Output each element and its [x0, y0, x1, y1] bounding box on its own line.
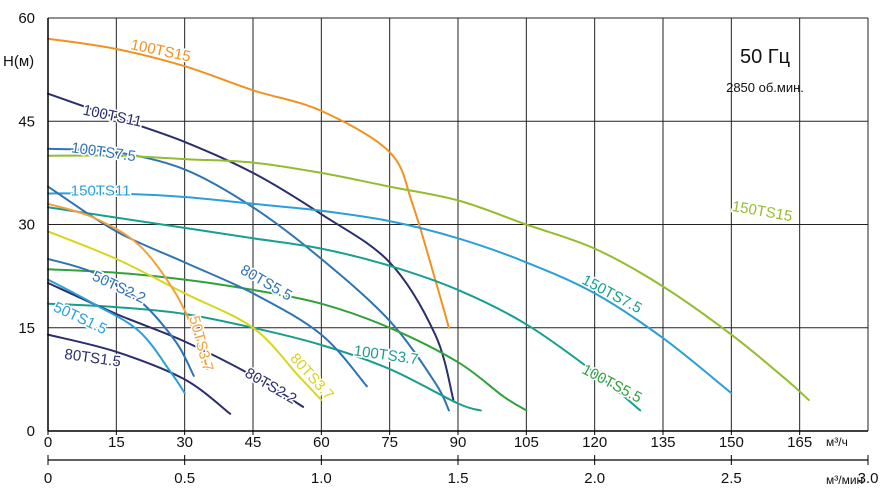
curve-100ts11 — [47, 92, 455, 401]
curve-label-150ts11: 150TS11 — [71, 183, 131, 200]
axes: 0 15 30 45 60 0 15 30 45 60 75 90 105 120 135 150 165 0 0.… — [18, 10, 878, 487]
y-axis-label: H(м) — [3, 53, 34, 70]
curve-label-80ts5-5: 80TS5.5 — [237, 261, 295, 304]
x2-axis-label: м³/мин — [826, 473, 863, 487]
curves — [47, 37, 810, 415]
x-tick-label: 150 — [719, 434, 744, 451]
curve-50ts1-5 — [47, 278, 186, 395]
grid — [48, 17, 869, 431]
curve-label-150ts7-5: 150TS7.5 — [579, 272, 644, 318]
y-tick-label: 45 — [18, 113, 35, 130]
x-tick-label: 0 — [44, 434, 52, 451]
curve-label-100ts15: 100TS15 — [129, 36, 192, 65]
chart-subtitle: 2850 об.мин. — [726, 80, 804, 95]
curve-label-100ts7-5: 100TS7.5 — [70, 139, 137, 165]
x2-tick-label: 2.5 — [721, 470, 742, 487]
curve-80ts3-7 — [47, 230, 323, 401]
x-tick-label: 60 — [313, 434, 330, 451]
x2-tick-label: 0 — [44, 470, 52, 487]
x-tick-label: 105 — [514, 434, 539, 451]
curve-label-80ts1-5: 80TS1.5 — [63, 346, 122, 371]
x-tick-label: 15 — [108, 434, 125, 451]
x-tick-label: 135 — [650, 434, 675, 451]
x-tick-label: 45 — [245, 434, 262, 451]
curve-100ts3-7 — [47, 302, 482, 412]
curve-80ts1-5 — [47, 333, 232, 415]
curve-label-150ts15: 150TS15 — [731, 198, 794, 225]
curve-label-100ts5-5: 100TS5.5 — [579, 361, 644, 407]
y-tick-label: 60 — [18, 10, 35, 27]
chart-title: 50 Гц — [740, 46, 790, 68]
x-axis-label: м³/ч — [826, 435, 848, 449]
curve-150ts11 — [47, 192, 733, 395]
curve-50ts3-7 — [47, 202, 209, 371]
curve-100ts7-5 — [47, 147, 450, 412]
x-tick-label: 30 — [176, 434, 193, 451]
y-tick-label: 0 — [27, 423, 35, 440]
curve-100ts15 — [47, 37, 450, 329]
x-tick-label: 75 — [381, 434, 398, 451]
x2-tick-label: 0.5 — [174, 470, 195, 487]
curve-50ts2-2 — [47, 257, 195, 377]
curve-150ts15 — [47, 154, 810, 401]
curve-80ts5-5 — [47, 185, 368, 388]
curve-label-80ts2-2: 80TS2.2 — [242, 365, 300, 408]
x-tick-label: 120 — [582, 434, 607, 451]
x-tick-label: 165 — [787, 434, 812, 451]
y-tick-label: 30 — [18, 217, 35, 234]
curve-100ts5-5 — [47, 268, 528, 412]
x2-tick-label: 1.0 — [311, 470, 332, 487]
x2-tick-label: 1.5 — [448, 470, 469, 487]
curve-150ts7-5 — [47, 206, 642, 412]
x2-tick-label: 3.0 — [858, 470, 879, 487]
x-tick-label: 90 — [450, 434, 467, 451]
y-tick-label: 15 — [18, 320, 35, 337]
curve-label-100ts11: 100TS11 — [81, 102, 143, 131]
x2-tick-label: 2.0 — [584, 470, 605, 487]
